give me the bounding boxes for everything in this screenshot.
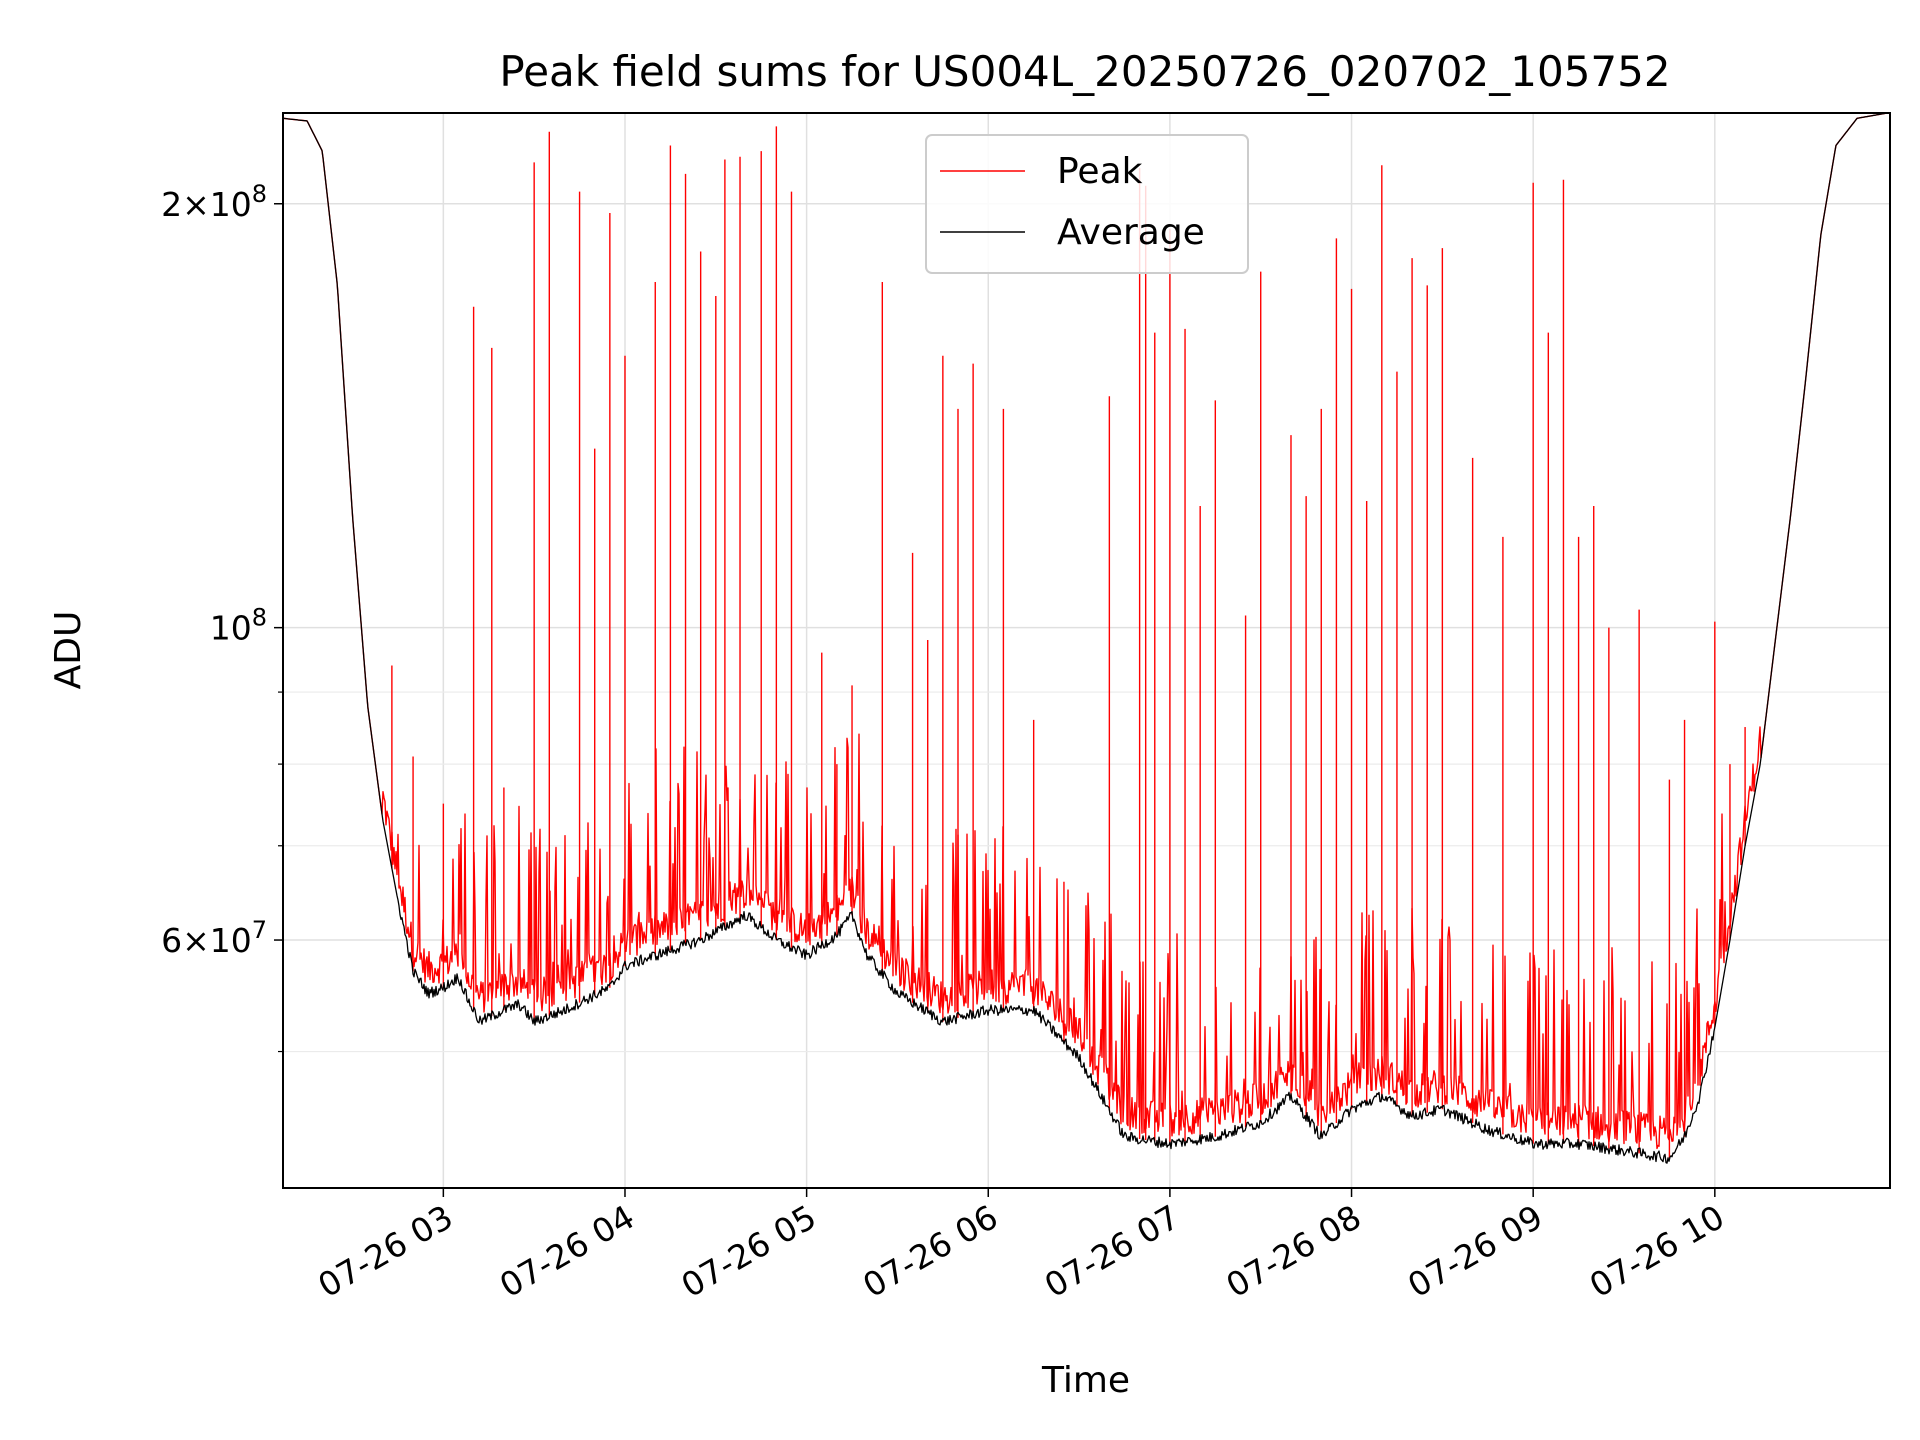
y-tick-label: 108 bbox=[210, 604, 267, 648]
legend-average-label: Average bbox=[1057, 212, 1205, 253]
legend-peak-label: Peak bbox=[1057, 151, 1143, 192]
series bbox=[282, 112, 1890, 1164]
y-axis: 6×107 108 2×108 bbox=[161, 180, 283, 960]
y-tick-label: 6×107 bbox=[161, 916, 267, 960]
y-tick-label: 2×108 bbox=[161, 180, 267, 224]
chart-title: Peak field sums for US004L_20250726_0207… bbox=[499, 47, 1670, 96]
legend: Peak Average bbox=[925, 134, 1249, 274]
average-series-line bbox=[282, 112, 1890, 1164]
plot-frame bbox=[282, 112, 1891, 1189]
y-axis-label: ADU bbox=[48, 611, 89, 690]
peak-series-line bbox=[282, 112, 1890, 1150]
x-axis-label: Time bbox=[1041, 1360, 1130, 1401]
legend-box bbox=[925, 134, 1249, 274]
